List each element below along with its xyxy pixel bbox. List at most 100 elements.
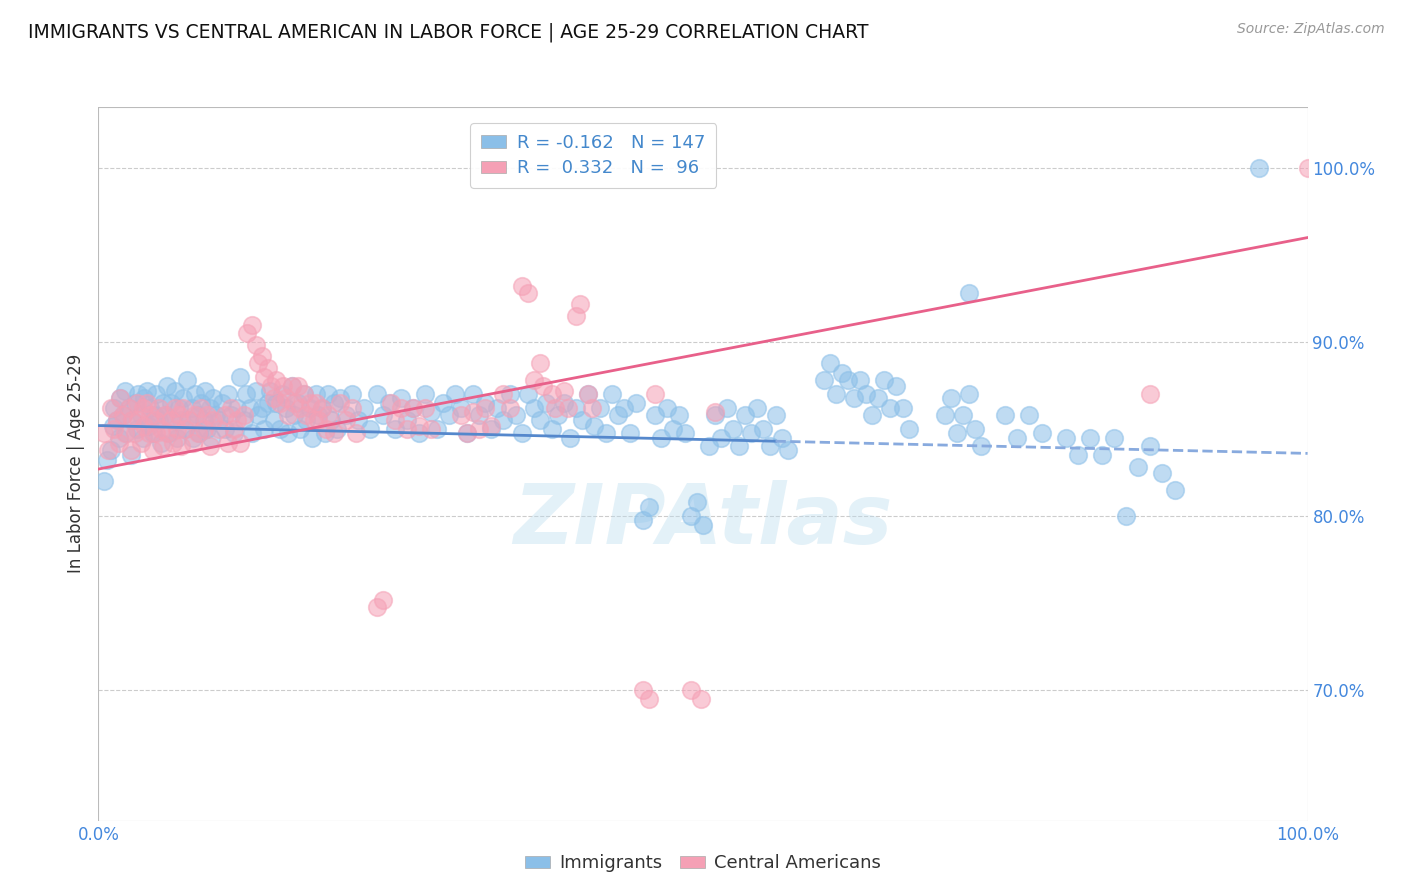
Point bbox=[273, 378, 295, 392]
Point bbox=[108, 436, 131, 450]
Point bbox=[181, 431, 204, 445]
Point bbox=[758, 439, 780, 453]
Point bbox=[190, 401, 212, 416]
Point bbox=[245, 384, 267, 398]
Point bbox=[101, 418, 124, 433]
Point bbox=[222, 425, 245, 440]
Point bbox=[295, 408, 318, 422]
Point bbox=[529, 356, 551, 370]
Point bbox=[389, 391, 412, 405]
Point bbox=[174, 422, 197, 436]
Point bbox=[565, 401, 588, 416]
Point bbox=[105, 413, 128, 427]
Point bbox=[269, 396, 291, 410]
Point bbox=[1102, 431, 1125, 445]
Point bbox=[644, 408, 666, 422]
Point bbox=[163, 401, 186, 416]
Point bbox=[118, 401, 141, 416]
Point bbox=[264, 373, 287, 387]
Point bbox=[139, 401, 162, 416]
Point bbox=[534, 396, 557, 410]
Point bbox=[172, 391, 194, 405]
Point bbox=[456, 425, 478, 440]
Point bbox=[492, 387, 515, 401]
Point bbox=[557, 401, 579, 416]
Point bbox=[595, 425, 617, 440]
Point bbox=[160, 413, 183, 427]
Point bbox=[156, 378, 179, 392]
Point bbox=[576, 387, 599, 401]
Point bbox=[360, 422, 382, 436]
Point bbox=[541, 422, 564, 436]
Point bbox=[498, 387, 520, 401]
Point bbox=[187, 425, 209, 440]
Point bbox=[226, 401, 249, 416]
Point bbox=[316, 408, 339, 422]
Point bbox=[474, 396, 496, 410]
Point bbox=[162, 413, 184, 427]
Point bbox=[290, 422, 312, 436]
Point bbox=[127, 387, 149, 401]
Point bbox=[245, 338, 267, 352]
Point bbox=[886, 378, 908, 392]
Point bbox=[613, 401, 636, 416]
Point bbox=[292, 387, 315, 401]
Point bbox=[184, 408, 207, 422]
Point bbox=[100, 442, 122, 457]
Point bbox=[139, 408, 162, 422]
Point bbox=[529, 413, 551, 427]
Point bbox=[849, 373, 872, 387]
Point bbox=[229, 436, 252, 450]
Point bbox=[115, 425, 138, 440]
Point bbox=[305, 396, 328, 410]
Text: ZIPAtlas: ZIPAtlas bbox=[513, 481, 893, 561]
Point bbox=[93, 425, 115, 440]
Point bbox=[250, 401, 273, 416]
Point bbox=[308, 408, 330, 422]
Point bbox=[583, 418, 606, 433]
Point bbox=[689, 691, 711, 706]
Point bbox=[169, 439, 191, 453]
Point bbox=[299, 401, 322, 416]
Point bbox=[222, 422, 245, 436]
Point bbox=[108, 391, 131, 405]
Point bbox=[142, 442, 165, 457]
Point bbox=[463, 387, 485, 401]
Point bbox=[704, 404, 727, 418]
Point bbox=[211, 396, 233, 410]
Point bbox=[114, 425, 136, 440]
Point bbox=[831, 367, 853, 381]
Point bbox=[120, 442, 142, 457]
Point bbox=[214, 408, 236, 422]
Point bbox=[143, 408, 166, 422]
Point bbox=[108, 431, 131, 445]
Point bbox=[274, 401, 297, 416]
Point bbox=[195, 422, 218, 436]
Point bbox=[179, 413, 201, 427]
Point bbox=[813, 373, 835, 387]
Point bbox=[202, 391, 225, 405]
Point bbox=[174, 422, 197, 436]
Point bbox=[686, 495, 709, 509]
Point bbox=[957, 286, 980, 301]
Point bbox=[105, 413, 128, 427]
Point bbox=[124, 396, 146, 410]
Point bbox=[120, 448, 142, 462]
Point bbox=[153, 408, 176, 422]
Point bbox=[498, 401, 520, 416]
Point bbox=[166, 422, 188, 436]
Point bbox=[679, 509, 702, 524]
Point bbox=[129, 436, 152, 450]
Point bbox=[747, 401, 769, 416]
Point bbox=[148, 413, 170, 427]
Point bbox=[232, 413, 254, 427]
Point bbox=[413, 387, 436, 401]
Point bbox=[121, 413, 143, 427]
Point bbox=[970, 439, 993, 453]
Point bbox=[1163, 483, 1185, 497]
Point bbox=[308, 413, 330, 427]
Point bbox=[335, 408, 357, 422]
Point bbox=[152, 439, 174, 453]
Point bbox=[723, 422, 745, 436]
Point bbox=[281, 378, 304, 392]
